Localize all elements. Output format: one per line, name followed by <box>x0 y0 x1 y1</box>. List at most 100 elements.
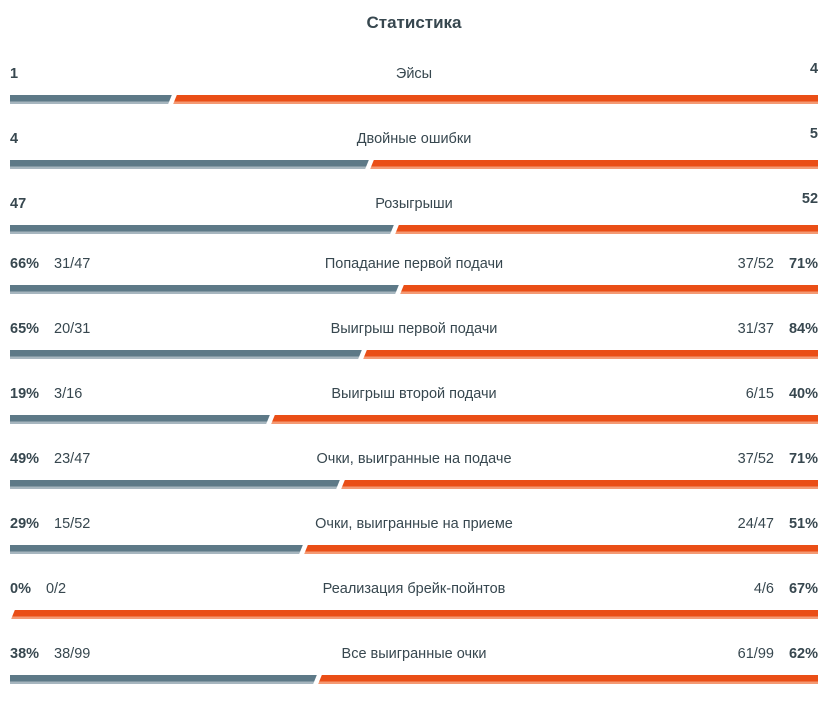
right-fraction: 37/52 <box>737 451 774 467</box>
stat-rows-list: 1 Эйсы 4 4 Двойные ошибки 5 <box>0 47 828 697</box>
left-fraction: 3/16 <box>54 386 83 402</box>
stat-text-line: 4 Двойные ошибки 5 <box>10 125 818 148</box>
stat-text-line: 0% 0/2 Реализация брейк-пойнтов 4/6 67% <box>10 580 818 598</box>
right-value: 40% <box>788 386 818 402</box>
right-value: 67% <box>788 581 819 597</box>
left-value: 19% <box>10 386 40 402</box>
right-values-group: 52 <box>453 190 818 208</box>
right-value: 4 <box>809 61 819 77</box>
stat-row: 66% 31/47 Попадание первой подачи 37/52 … <box>10 242 818 307</box>
stat-row: 38% 38/99 Все выигранные очки 61/99 62% <box>10 632 818 697</box>
left-values-group: 4 <box>10 130 357 148</box>
left-value: 1 <box>10 66 19 82</box>
stat-bar <box>10 225 818 234</box>
left-value: 38% <box>10 646 40 662</box>
stat-text-line: 49% 23/47 Очки, выигранные на подаче 37/… <box>10 450 818 468</box>
right-values-group: 4 <box>432 60 818 78</box>
bar-home-segment <box>10 285 400 294</box>
stat-bar <box>10 285 818 294</box>
left-value: 65% <box>10 321 40 337</box>
bar-home-segment <box>10 350 363 359</box>
left-fraction: 38/99 <box>54 646 91 662</box>
stat-text-line: 47 Розыгрыши 52 <box>10 190 818 213</box>
stat-label: Двойные ошибки <box>356 131 472 147</box>
left-values-group: 29% 15/52 <box>10 515 315 533</box>
right-values-group: 4/6 67% <box>505 580 818 598</box>
stat-row: 65% 20/31 Выигрыш первой подачи 31/37 84… <box>10 307 818 372</box>
stat-label: Очки, выигранные на подаче <box>316 451 512 467</box>
right-values-group: 6/15 40% <box>497 385 818 403</box>
left-values-group: 38% 38/99 <box>10 645 342 663</box>
left-values-group: 65% 20/31 <box>10 320 331 338</box>
left-values-group: 66% 31/47 <box>10 255 325 273</box>
right-fraction: 24/47 <box>737 516 774 532</box>
right-values-group: 31/37 84% <box>497 320 818 338</box>
left-fraction: 23/47 <box>54 451 91 467</box>
bar-home-segment <box>10 545 303 554</box>
right-values-group: 61/99 62% <box>486 645 818 663</box>
stat-bar <box>10 545 818 554</box>
stat-bar <box>10 610 818 619</box>
bar-home-segment <box>10 160 370 169</box>
right-value: 84% <box>788 321 818 337</box>
bar-home-segment <box>10 480 340 489</box>
left-fraction: 0/2 <box>45 581 67 597</box>
stat-label: Выигрыш первой подачи <box>330 321 498 337</box>
stat-row: 49% 23/47 Очки, выигранные на подаче 37/… <box>10 437 818 502</box>
right-values-group: 37/52 71% <box>512 450 818 468</box>
stat-bar <box>10 675 818 684</box>
stat-row: 19% 3/16 Выигрыш второй подачи 6/15 40% <box>10 372 818 437</box>
right-value: 5 <box>809 126 818 142</box>
left-values-group: 1 <box>10 65 396 83</box>
stat-bar <box>10 95 818 104</box>
stat-text-line: 19% 3/16 Выигрыш второй подачи 6/15 40% <box>10 385 818 403</box>
stat-text-line: 1 Эйсы 4 <box>10 60 818 83</box>
left-values-group: 19% 3/16 <box>10 385 331 403</box>
right-values-group: 5 <box>471 125 818 143</box>
left-value: 66% <box>10 256 40 272</box>
left-values-group: 0% 0/2 <box>10 580 323 598</box>
left-value: 0% <box>10 581 31 597</box>
stat-label: Эйсы <box>395 66 433 82</box>
right-fraction: 61/99 <box>737 646 774 662</box>
left-value: 49% <box>10 451 40 467</box>
stat-text-line: 38% 38/99 Все выигранные очки 61/99 62% <box>10 645 818 663</box>
stat-text-line: 66% 31/47 Попадание первой подачи 37/52 … <box>10 255 818 273</box>
bar-home-segment <box>10 95 172 104</box>
right-value: 51% <box>788 516 818 532</box>
left-value: 47 <box>10 196 27 212</box>
stat-label: Очки, выигранные на приеме <box>315 516 513 532</box>
left-fraction: 15/52 <box>54 516 91 532</box>
bar-divider-icon <box>10 610 16 619</box>
stat-label: Все выигранные очки <box>341 646 487 662</box>
stat-row: 4 Двойные ошибки 5 <box>10 112 818 177</box>
stat-text-line: 29% 15/52 Очки, выигранные на приеме 24/… <box>10 515 818 533</box>
stat-bar <box>10 350 818 359</box>
stat-text-line: 65% 20/31 Выигрыш первой подачи 31/37 84… <box>10 320 818 338</box>
left-values-group: 47 <box>10 195 375 213</box>
right-value: 71% <box>788 451 818 467</box>
right-fraction: 6/15 <box>745 386 774 402</box>
left-fraction: 20/31 <box>54 321 91 337</box>
stat-label: Реализация брейк-пойнтов <box>322 581 506 597</box>
stat-row: 1 Эйсы 4 <box>10 47 818 112</box>
right-value: 71% <box>788 256 818 272</box>
bar-home-segment <box>10 225 394 234</box>
left-values-group: 49% 23/47 <box>10 450 316 468</box>
right-values-group: 24/47 51% <box>513 515 818 533</box>
right-value: 52 <box>801 191 819 207</box>
right-fraction: 37/52 <box>737 256 774 272</box>
stat-label: Розыгрыши <box>375 196 453 212</box>
stat-label: Попадание первой подачи <box>324 256 504 272</box>
stat-row: 0% 0/2 Реализация брейк-пойнтов 4/6 67% <box>10 567 818 632</box>
left-value: 29% <box>10 516 40 532</box>
right-fraction: 4/6 <box>753 581 774 597</box>
bar-home-segment <box>10 415 271 424</box>
stat-bar <box>10 480 818 489</box>
right-values-group: 37/52 71% <box>503 255 818 273</box>
bar-home-segment <box>10 675 318 684</box>
stat-bar <box>10 415 818 424</box>
stat-label: Выигрыш второй подачи <box>331 386 497 402</box>
right-value: 62% <box>788 646 818 662</box>
